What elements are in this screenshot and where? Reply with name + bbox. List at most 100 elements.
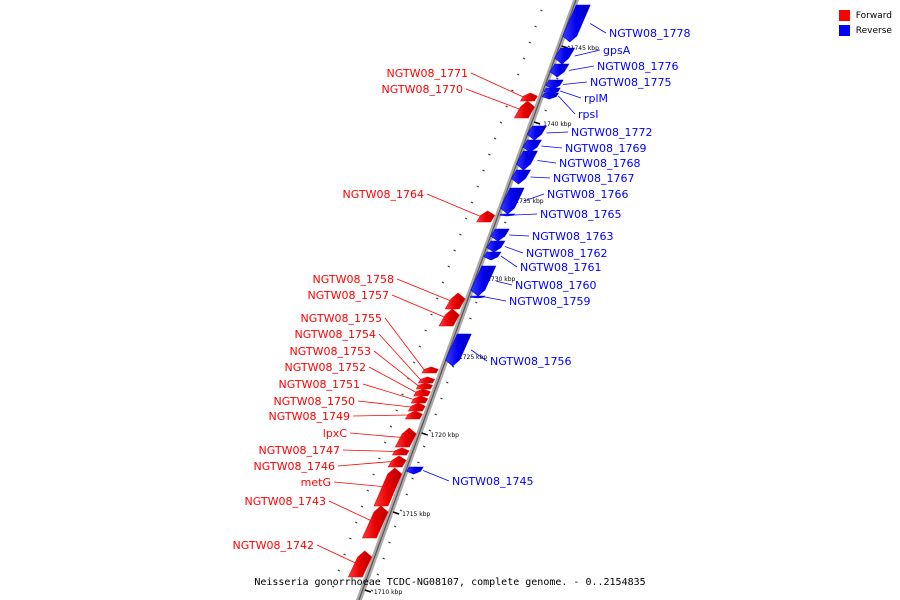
minor-tick: [354, 521, 358, 524]
minor-tick: [331, 585, 335, 588]
gene-label[interactable]: NGTW08_1762: [526, 247, 607, 260]
gene-label[interactable]: NGTW08_1767: [553, 172, 634, 185]
minor-tick: [383, 441, 387, 444]
gene-connector: [328, 500, 375, 523]
gene-label[interactable]: NGTW08_1761: [520, 261, 601, 274]
gene-label[interactable]: NGTW08_1755: [301, 312, 382, 325]
gene-connector: [558, 95, 576, 115]
minor-tick: [567, 45, 571, 48]
gene-label[interactable]: NGTW08_1758: [313, 273, 394, 286]
minor-tick: [412, 361, 416, 364]
gene-label[interactable]: NGTW08_1764: [343, 188, 424, 201]
gene-connector: [352, 414, 409, 417]
gene-glyph[interactable]: [549, 63, 570, 78]
gene-label[interactable]: NGTW08_1750: [274, 395, 355, 408]
gene-glyph[interactable]: [562, 4, 591, 43]
gene-connector: [537, 160, 557, 164]
gene-label[interactable]: NGTW08_1770: [382, 83, 463, 96]
minor-tick: [476, 185, 479, 188]
legend-item-forward[interactable]: Forward: [838, 8, 892, 23]
gene-connector: [530, 176, 551, 179]
gene-label[interactable]: NGTW08_1743: [245, 495, 326, 508]
gene-connector: [563, 81, 588, 85]
gene-label[interactable]: NGTW08_1756: [490, 355, 571, 368]
gene-glyph[interactable]: [516, 150, 538, 171]
gene-connector: [391, 294, 446, 318]
gene-glyph[interactable]: [415, 382, 433, 390]
minor-tick: [540, 9, 543, 12]
gene-glyph[interactable]: [469, 295, 486, 299]
gene-glyph[interactable]: [438, 308, 460, 327]
gene-glyph[interactable]: [500, 187, 525, 215]
gene-glyph[interactable]: [554, 47, 576, 65]
gene-glyph[interactable]: [406, 466, 424, 475]
gene-label[interactable]: NGTW08_1769: [565, 142, 646, 155]
gene-label[interactable]: gpsA: [603, 44, 631, 57]
gene-label[interactable]: NGTW08_1752: [285, 361, 366, 374]
gene-glyph[interactable]: [486, 240, 506, 253]
gene-label[interactable]: NGTW08_1766: [547, 188, 628, 201]
tick-label: 1715 kbp: [402, 511, 430, 518]
gene-glyph[interactable]: [522, 139, 542, 153]
gene-label[interactable]: NGTW08_1772: [571, 126, 652, 139]
tick-label: 1720 kbp: [431, 432, 459, 439]
gene-connector: [574, 49, 601, 57]
gene-glyph[interactable]: [499, 213, 516, 217]
gene-glyph[interactable]: [444, 292, 466, 310]
gene-glyph[interactable]: [526, 125, 547, 141]
gene-glyph[interactable]: [404, 410, 423, 420]
gene-connector: [373, 350, 419, 387]
gene-label[interactable]: NGTW08_1771: [387, 67, 468, 80]
gene-glyph[interactable]: [470, 265, 497, 297]
gene-label[interactable]: NGTW08_1754: [295, 328, 376, 341]
minor-tick: [393, 525, 397, 528]
gene-glyph[interactable]: [490, 228, 510, 242]
gene-label[interactable]: NGTW08_1776: [597, 60, 678, 73]
gene-label[interactable]: NGTW08_1778: [609, 27, 690, 40]
gene-label[interactable]: NGTW08_1746: [254, 460, 335, 473]
gene-label[interactable]: NGTW08_1765: [540, 208, 621, 221]
gene-glyph[interactable]: [361, 505, 389, 539]
gene-glyph[interactable]: [483, 251, 502, 261]
gene-label[interactable]: NGTW08_1760: [515, 279, 596, 292]
gene-connector: [333, 481, 388, 488]
gene-label[interactable]: lpxC: [323, 427, 348, 440]
gene-glyph[interactable]: [476, 210, 496, 223]
gene-glyph[interactable]: [513, 100, 535, 119]
reverse-swatch: [838, 25, 850, 36]
gene-connector: [316, 544, 358, 565]
gene-glyph[interactable]: [421, 366, 439, 374]
gene-label[interactable]: NGTW08_1742: [233, 539, 314, 552]
gene-label[interactable]: NGTW08_1745: [452, 475, 533, 488]
gene-label[interactable]: NGTW08_1751: [279, 378, 360, 391]
gene-glyph[interactable]: [541, 92, 559, 100]
gene-label[interactable]: NGTW08_1757: [308, 289, 389, 302]
gene-glyph[interactable]: [394, 427, 417, 448]
gene-label[interactable]: NGTW08_1747: [259, 444, 340, 457]
gene-label[interactable]: NGTW08_1759: [509, 295, 590, 308]
gene-label[interactable]: NGTW08_1749: [269, 410, 350, 423]
gene-connector: [368, 366, 417, 393]
gene-glyph[interactable]: [417, 376, 436, 384]
gene-glyph[interactable]: [387, 455, 407, 468]
legend-item-reverse[interactable]: Reverse: [838, 23, 892, 38]
gene-connector: [342, 449, 395, 452]
minor-tick: [474, 301, 478, 304]
gene-glyph[interactable]: [347, 550, 373, 578]
gene-label[interactable]: NGTW08_1768: [559, 157, 640, 170]
gene-label[interactable]: NGTW08_1753: [290, 345, 371, 358]
gene-label[interactable]: rpsI: [578, 108, 598, 121]
major-tick: [533, 121, 541, 125]
gene-label[interactable]: rplM: [584, 92, 608, 105]
minor-tick: [503, 221, 507, 224]
gene-label[interactable]: NGTW08_1775: [590, 76, 671, 89]
gene-connector: [470, 349, 488, 362]
gene-label[interactable]: metG: [301, 476, 331, 489]
gene-glyph[interactable]: [445, 333, 472, 367]
gene-glyph[interactable]: [391, 447, 410, 456]
minor-tick: [464, 217, 468, 220]
gene-glyph[interactable]: [545, 79, 564, 90]
gene-label[interactable]: NGTW08_1763: [532, 230, 613, 243]
gene-glyph[interactable]: [511, 169, 532, 185]
